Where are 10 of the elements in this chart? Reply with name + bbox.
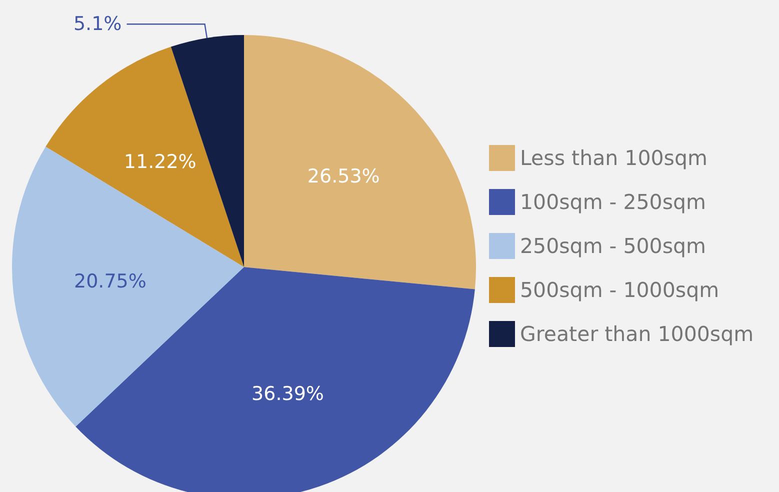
legend-label: 250sqm - 500sqm (520, 234, 706, 258)
data-label: 11.22% (124, 150, 196, 173)
legend-label: Less than 100sqm (520, 146, 708, 170)
data-label: 26.53% (307, 166, 380, 188)
legend-label: 500sqm - 1000sqm (520, 278, 720, 302)
data-label: 36.39% (252, 383, 324, 406)
legend-label: 100sqm - 250sqm (520, 190, 706, 214)
legend-label: Greater than 1000sqm (520, 322, 754, 346)
data-label: 20.75% (74, 270, 146, 292)
data-label: 5.1% (73, 13, 122, 36)
